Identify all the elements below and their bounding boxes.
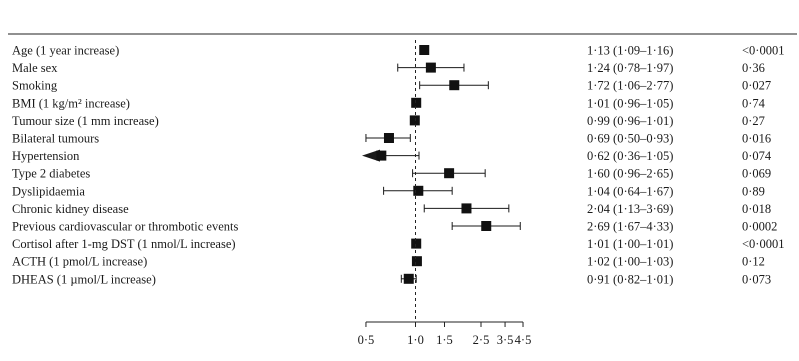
forest-row: Bilateral tumours 0·69 (0·50–0·93) 0·016	[12, 132, 771, 146]
forest-row: Type 2 diabetes 1·60 (0·96–2·65) 0·069	[12, 167, 771, 181]
x-tick-label: 1·0	[407, 333, 424, 347]
row-label: Bilateral tumours	[12, 132, 99, 146]
x-tick-label: 4·5	[515, 333, 532, 347]
row-estimate-ci: 1·04 (0·64–1·67)	[587, 184, 673, 198]
forest-row: Dyslipidaemia 1·04 (0·64–1·67) 0·89	[12, 184, 765, 198]
forest-row: Chronic kidney disease 2·04 (1·13–3·69) 0·…	[12, 202, 771, 216]
estimate-marker	[403, 273, 414, 284]
row-estimate-ci: 0·69 (0·50–0·93)	[587, 132, 673, 146]
row-estimate-ci: 1·13 (1·09–1·16)	[587, 44, 673, 58]
row-label: Previous cardiovascular or thrombotic ev…	[12, 220, 238, 234]
row-label: Age (1 year increase)	[12, 44, 119, 58]
forest-row: Male sex 1·24 (0·78–1·97) 0·36	[12, 61, 765, 75]
row-label: Chronic kidney disease	[12, 202, 129, 216]
row-label: Smoking	[12, 79, 58, 93]
row-p-value: 0·0002	[742, 220, 777, 234]
x-tick-label: 2·5	[473, 333, 490, 347]
row-p-value: 0·018	[742, 202, 771, 216]
row-estimate-ci: 1·60 (0·96–2·65)	[587, 167, 673, 181]
forest-row: Smoking 1·72 (1·06–2·77) 0·027	[12, 79, 771, 93]
rows-layer: Age (1 year increase) 1·13 (1·09–1·16) <0·…	[12, 44, 784, 287]
estimate-marker	[411, 97, 422, 108]
row-p-value: 0·069	[742, 167, 771, 181]
row-label: DHEAS (1 µmol/L increase)	[12, 272, 156, 286]
x-tick-label: 0·5	[358, 333, 375, 347]
estimate-marker	[449, 80, 460, 91]
row-p-value: 0·074	[742, 149, 772, 163]
row-estimate-ci: 2·04 (1·13–3·69)	[587, 202, 673, 216]
row-label: ACTH (1 pmol/L increase)	[12, 255, 147, 269]
row-label: Cortisol after 1-mg DST (1 nmol/L increa…	[12, 237, 236, 251]
estimate-marker	[413, 185, 424, 196]
forest-row: Tumour size (1 mm increase) 0·99 (0·96–1·…	[12, 114, 765, 128]
estimate-marker	[411, 256, 422, 267]
row-estimate-ci: 1·02 (1·00–1·03)	[587, 255, 673, 269]
row-label: BMI (1 kg/m² increase)	[12, 96, 130, 110]
estimate-marker	[425, 62, 436, 73]
estimate-marker	[376, 150, 387, 161]
row-p-value: 0·12	[742, 255, 765, 269]
row-p-value: <0·0001	[742, 44, 784, 58]
row-p-value: 0·89	[742, 184, 765, 198]
row-estimate-ci: 2·69 (1·67–4·33)	[587, 220, 673, 234]
row-p-value: 0·016	[742, 132, 771, 146]
row-p-value: 0·027	[742, 79, 771, 93]
estimate-marker	[411, 238, 422, 249]
row-label: Male sex	[12, 61, 58, 75]
row-label: Hypertension	[12, 149, 80, 163]
estimate-marker	[444, 168, 455, 179]
x-tick-label: 3·5	[497, 333, 514, 347]
x-axis: 0·5 1·0 1·5 2·5 3·5 4·5	[358, 321, 532, 347]
row-estimate-ci: 1·72 (1·06–2·77)	[587, 79, 673, 93]
row-label: Type 2 diabetes	[12, 167, 90, 181]
x-tick-label: 1·5	[436, 333, 453, 347]
row-estimate-ci: 0·91 (0·82–1·01)	[587, 272, 673, 286]
row-p-value: 0·27	[742, 114, 765, 128]
estimate-marker	[419, 45, 430, 55]
row-estimate-ci: 0·99 (0·96–1·01)	[587, 114, 673, 128]
ci-truncation-arrow	[362, 149, 380, 162]
row-p-value: <0·0001	[742, 237, 784, 251]
forest-row: Hypertension 0·62 (0·36–1·05) 0·074	[12, 149, 772, 163]
forest-row: Cortisol after 1-mg DST (1 nmol/L increa…	[12, 237, 784, 251]
row-estimate-ci: 1·24 (0·78–1·97)	[587, 61, 673, 75]
forest-row: Previous cardiovascular or thrombotic ev…	[12, 220, 777, 234]
estimate-marker	[461, 203, 472, 214]
row-estimate-ci: 1·01 (0·96–1·05)	[587, 96, 673, 110]
estimate-marker	[383, 133, 394, 143]
row-p-value: 0·36	[742, 61, 765, 75]
row-estimate-ci: 0·62 (0·36–1·05)	[587, 149, 673, 163]
estimate-marker	[409, 115, 420, 126]
row-label: Dyslipidaemia	[12, 184, 85, 198]
row-estimate-ci: 1·01 (1·00–1·01)	[587, 237, 673, 251]
forest-row: ACTH (1 pmol/L increase) 1·02 (1·00–1·03)…	[12, 255, 765, 269]
estimate-marker	[481, 221, 492, 231]
forest-row: Age (1 year increase) 1·13 (1·09–1·16) <0·…	[12, 44, 784, 58]
row-p-value: 0·073	[742, 272, 771, 286]
row-p-value: 0·74	[742, 96, 766, 110]
row-label: Tumour size (1 mm increase)	[12, 114, 159, 128]
forest-row: DHEAS (1 µmol/L increase) 0·91 (0·82–1·01…	[12, 272, 771, 286]
forest-row: BMI (1 kg/m² increase) 1·01 (0·96–1·05) 0·…	[12, 96, 766, 110]
